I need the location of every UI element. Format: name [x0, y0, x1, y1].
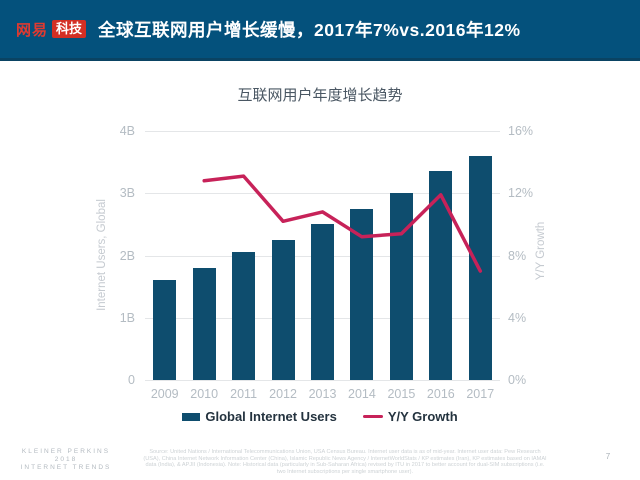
right-axis-title: Y/Y Growth [535, 221, 547, 281]
bar-2011 [232, 252, 256, 380]
line-series-label: Y/Y Growth [387, 409, 458, 424]
bar-2017 [468, 155, 492, 380]
right-axis-tick: 16% [508, 124, 534, 138]
brand-line: KLEINER PERKINS [21, 448, 111, 455]
x-axis-label: 2010 [190, 387, 219, 401]
x-axis-label: 2014 [348, 387, 376, 401]
bar-2013 [311, 224, 334, 380]
x-axis-label: 2016 [426, 387, 455, 401]
slide-headline: 全球互联网用户增长缓慢，2017年7%vs.2016年12% [98, 19, 521, 40]
x-axis-label: 2012 [269, 387, 297, 401]
gridline [145, 380, 500, 381]
brand-line: INTERNET TRENDS [20, 464, 112, 471]
bar-series-swatch [182, 412, 201, 421]
left-axis-tick: 1B [119, 310, 135, 325]
netease-tech-logo: 网易 科技 [16, 19, 87, 40]
legend-item-line: Y/Y Growth [362, 409, 458, 424]
chart-title: 互联网用户年度增长趋势 [237, 87, 403, 104]
kleiner-perkins-brand: KLEINER PERKINS 2018 INTERNET TRENDS [14, 448, 118, 472]
page-number: 7 [605, 452, 611, 461]
netease-logo-text: 网易 [16, 21, 49, 39]
left-axis-tick: 4B [119, 124, 135, 138]
x-axis-label: 2015 [387, 387, 416, 401]
source-note: Source: United Nations / International T… [143, 449, 547, 475]
right-axis-tick: 0% [508, 373, 527, 387]
x-axis-label: 2011 [230, 387, 258, 401]
gridline [145, 131, 500, 132]
bar-2014 [350, 208, 374, 380]
x-axis-label: 2013 [308, 387, 337, 401]
right-axis-tick: 12% [508, 186, 534, 201]
left-axis-tick: 0 [128, 373, 135, 387]
bar-2012 [271, 239, 295, 380]
line-series-swatch [362, 414, 383, 419]
left-axis-tick: 3B [119, 186, 135, 201]
tech-logo-badge: 科技 [52, 20, 87, 38]
legend-item-bars: Global Internet Users [182, 409, 337, 424]
x-axis-label: 2017 [466, 387, 495, 401]
right-axis-tick: 4% [508, 310, 527, 325]
header-banner: 网易 科技 全球互联网用户增长缓慢，2017年7%vs.2016年12% [0, 0, 640, 61]
plot-area [145, 131, 500, 381]
chart-legend: Global Internet Users Y/Y Growth [0, 409, 640, 424]
brand-line: 2018 [54, 456, 78, 463]
bar-2009 [153, 280, 177, 380]
bar-series-label: Global Internet Users [205, 409, 337, 424]
left-axis-tick: 2B [119, 248, 135, 263]
bar-2010 [192, 267, 216, 380]
bar-2016 [429, 171, 453, 380]
bar-2015 [389, 193, 413, 380]
x-axis-label: 2009 [150, 387, 179, 401]
right-axis-tick: 8% [508, 248, 527, 263]
